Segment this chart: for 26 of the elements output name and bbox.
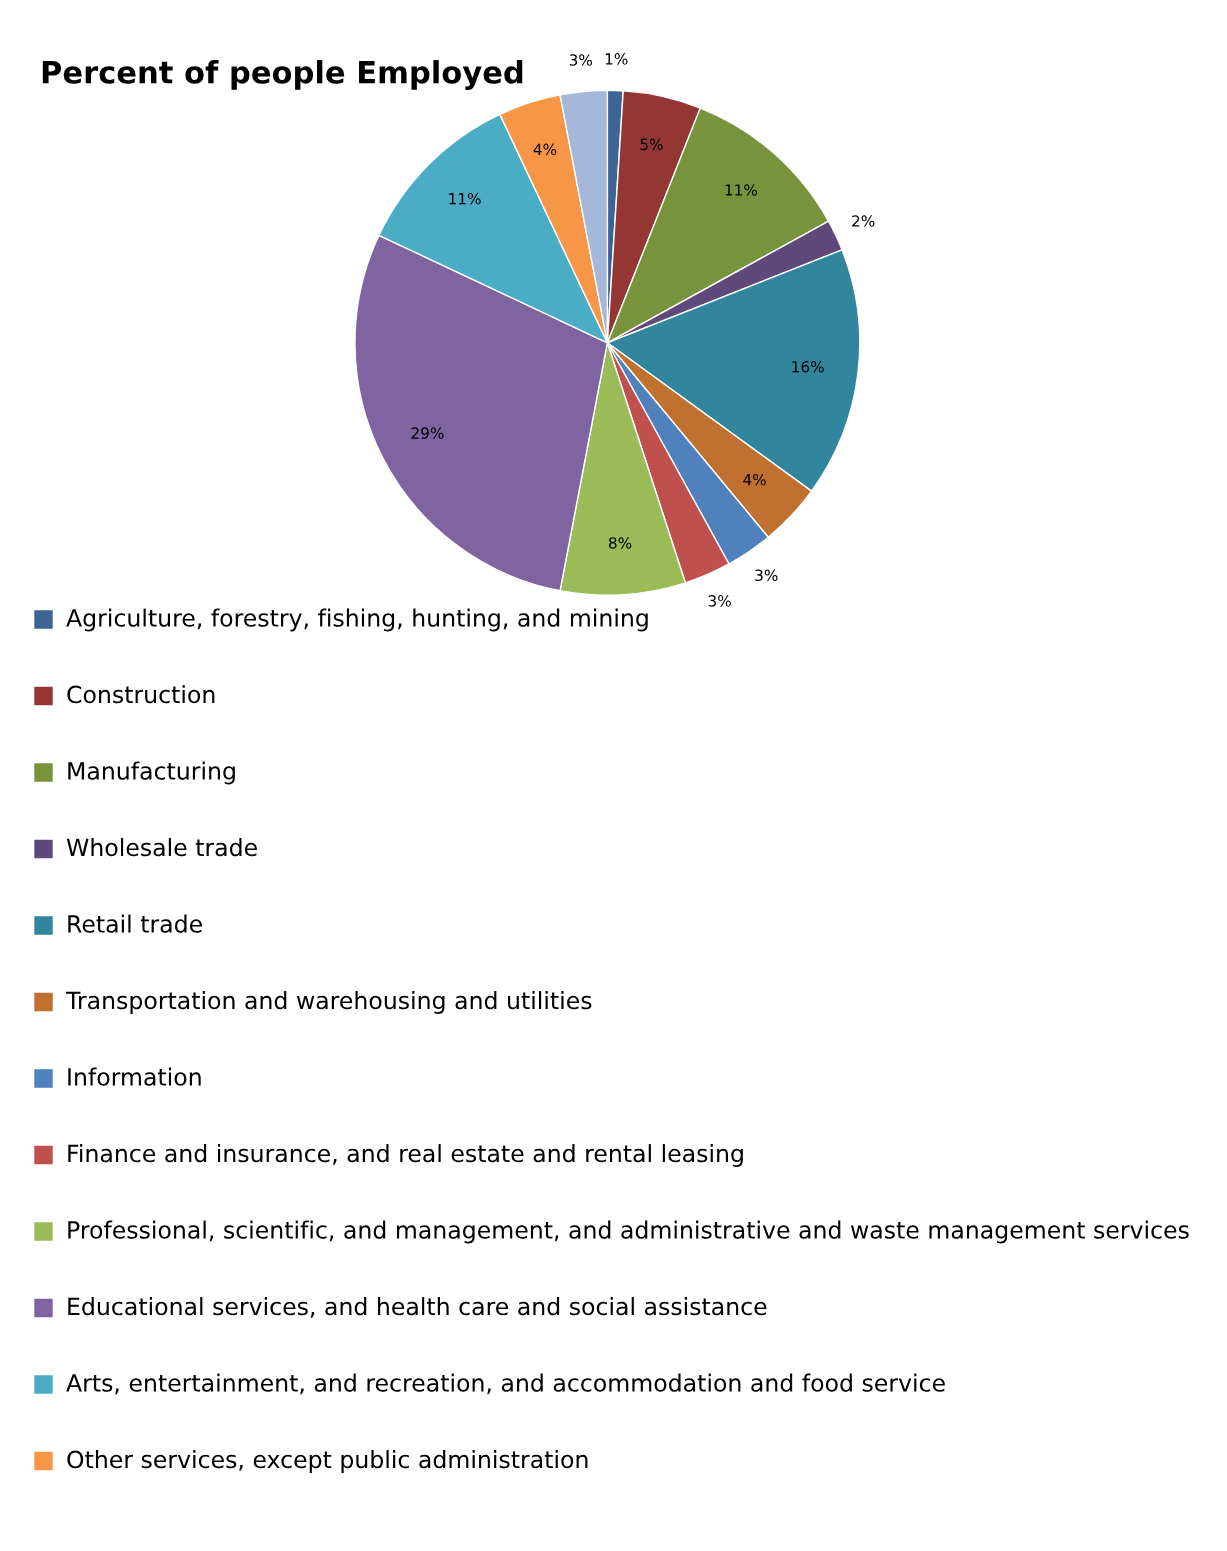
legend-label: Educational services, and health care and social assistance [68,1297,767,1318]
data-label: 3% [708,595,731,607]
data-label: 4% [533,143,557,156]
data-label: 5% [640,138,663,151]
data-label: 8% [608,537,632,549]
legend-label: Construction [67,685,215,704]
legend-label: Retail trade [68,914,202,933]
data-label: 4% [743,473,766,486]
legend-label: Finance and insurance, and real estate and rental leasing [68,1144,743,1167]
data-label: 11% [449,192,481,205]
data-label: 1% [605,53,628,65]
data-label: 2% [852,215,875,227]
data-label: 3% [755,569,778,582]
data-label: 29% [411,427,444,439]
legend-label: Wholesale trade [66,838,257,857]
legend-label: Other services, except public administration [67,1450,588,1473]
data-label: 11% [725,184,758,196]
legend-label: Professional, scientific, and management, and administrative and waste management services [68,1220,1189,1244]
legend-label: Transportation and warehousing and utilities [65,991,592,1014]
legend-label: Arts, entertainment, and recreation, and accommodation and food service [66,1373,945,1395]
data-label: 3% [569,54,593,66]
chart-title: Percent of people Employed [42,60,523,90]
legend-label: Agriculture, forestry, fishing, hunting, and mining [66,608,648,632]
data-label: 16% [792,360,824,373]
legend-label: Manufacturing [68,761,235,785]
legend-label: Information [68,1067,201,1086]
